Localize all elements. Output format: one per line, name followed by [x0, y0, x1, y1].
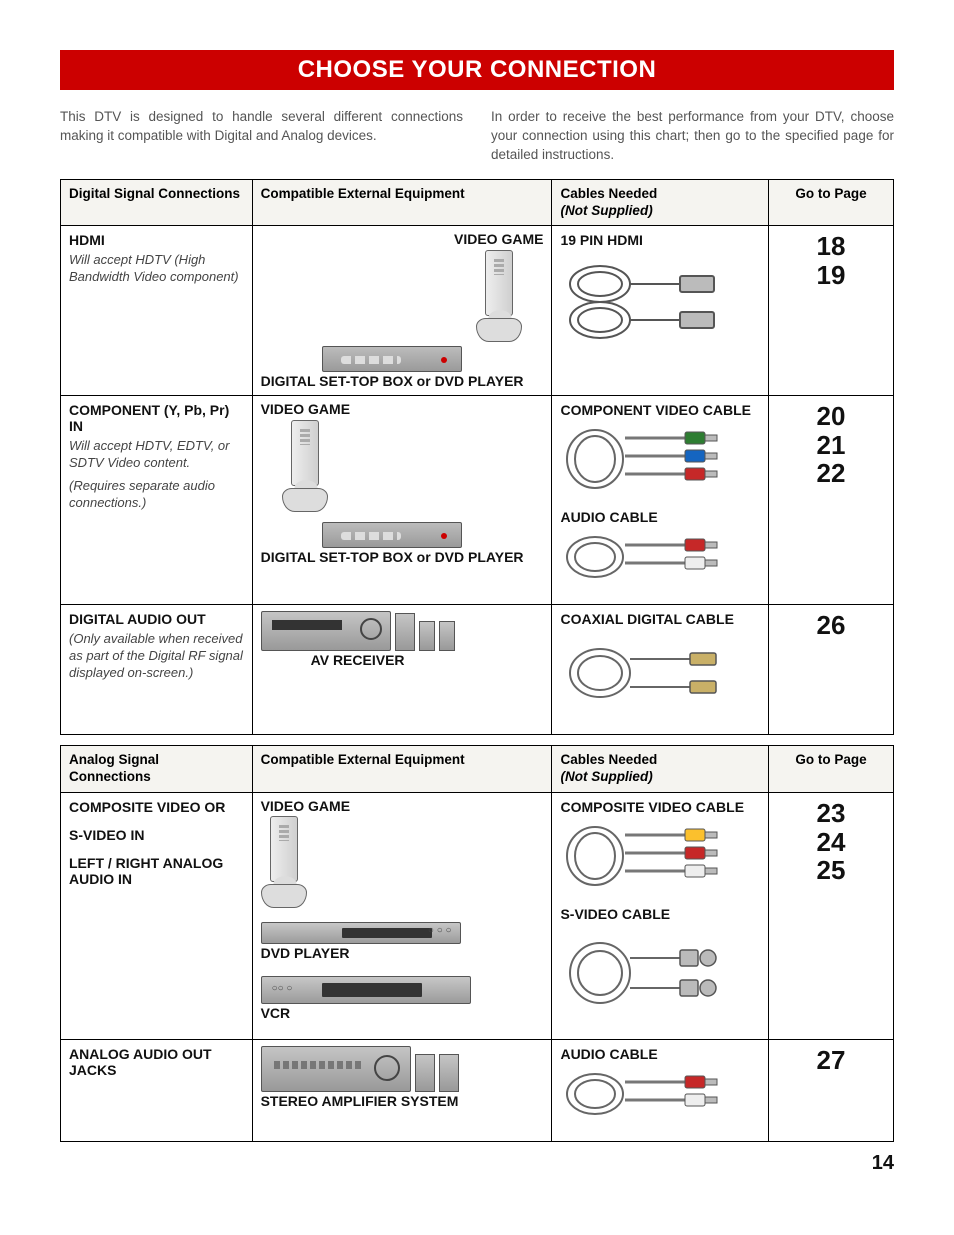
cable-cell: COMPONENT VIDEO CABLE AUDIO CABLE	[552, 396, 769, 605]
page-ref: 20	[777, 402, 885, 431]
cable-label: COMPOSITE VIDEO CABLE	[560, 799, 760, 815]
equip-cell: VIDEO GAME DVD PLAYER VCR	[252, 792, 552, 1039]
page-ref: 21	[777, 431, 885, 460]
equip-cell: VIDEO GAME DIGITAL SET-TOP BOX or DVD PLA…	[252, 226, 552, 396]
equip-label: VCR	[261, 1006, 291, 1021]
conn-desc: Will accept HDTV (High Bandwidth Video c…	[69, 252, 244, 286]
equip-label: VIDEO GAME	[454, 232, 543, 247]
digital-table: Digital Signal Connections Compatible Ex…	[60, 179, 894, 736]
table-row: DIGITAL AUDIO OUT (Only available when re…	[61, 605, 894, 735]
cable-label: 19 PIN HDMI	[560, 232, 760, 248]
hdr-goto: Go to Page	[769, 179, 894, 226]
equip-label: DVD PLAYER	[261, 946, 350, 961]
conn-title: ANALOG AUDIO OUT JACKS	[69, 1046, 244, 1078]
equip-label: STEREO AMPLIFIER SYSTEM	[261, 1094, 459, 1109]
conn-title: COMPONENT (Y, Pb, Pr) IN	[69, 402, 244, 434]
cable-illustration	[560, 633, 760, 718]
page-ref: 23	[777, 799, 885, 828]
hdr-goto-a: Go to Page	[769, 746, 894, 793]
cable-cell: COAXIAL DIGITAL CABLE	[552, 605, 769, 735]
conn-title: HDMI	[69, 232, 244, 248]
equipment-item: DIGITAL SET-TOP BOX or DVD PLAYER	[261, 346, 524, 389]
conn-cell: COMPONENT (Y, Pb, Pr) IN Will accept HDTV…	[61, 396, 253, 605]
cable-illustration	[560, 1068, 760, 1125]
conn-cell: HDMI Will accept HDTV (High Bandwidth Vid…	[61, 226, 253, 396]
page-title-band: CHOOSE YOUR CONNECTION	[60, 50, 894, 90]
cable-illustration	[560, 531, 760, 588]
page-ref: 18	[777, 232, 885, 261]
page-cell: 232425	[769, 792, 894, 1039]
equip-label: DIGITAL SET-TOP BOX or DVD PLAYER	[261, 550, 524, 565]
cable-illustration	[560, 928, 760, 1023]
cable-label: AUDIO CABLE	[560, 1046, 760, 1062]
hdr-equip: Compatible External Equipment	[252, 179, 552, 226]
equip-cell: VIDEO GAME DIGITAL SET-TOP BOX or DVD PLA…	[252, 396, 552, 605]
table-row: COMPOSITE VIDEO OR S-VIDEO IN LEFT / RIGHT…	[61, 792, 894, 1039]
cable-label: S-VIDEO CABLE	[560, 906, 760, 922]
conn-title: COMPOSITE VIDEO OR	[69, 799, 244, 815]
equipment-item: STEREO AMPLIFIER SYSTEM	[261, 1046, 459, 1109]
page-cell: 1819	[769, 226, 894, 396]
conn-desc: Will accept HDTV, EDTV, or SDTV Video co…	[69, 438, 244, 472]
equip-label: AV RECEIVER	[311, 653, 405, 668]
conn-cell: ANALOG AUDIO OUT JACKS	[61, 1039, 253, 1141]
intro-right: In order to receive the best performance…	[491, 108, 894, 165]
table-row: HDMI Will accept HDTV (High Bandwidth Vid…	[61, 226, 894, 396]
equipment-item: VCR	[261, 976, 471, 1021]
equipment-item: AV RECEIVER	[261, 611, 455, 668]
cable-cell: COMPOSITE VIDEO CABLE S-VIDEO CABLE	[552, 792, 769, 1039]
conn-title: DIGITAL AUDIO OUT	[69, 611, 244, 627]
conn-cell: COMPOSITE VIDEO OR S-VIDEO IN LEFT / RIGHT…	[61, 792, 253, 1039]
intro-row: This DTV is designed to handle several d…	[60, 108, 894, 165]
conn-title: LEFT / RIGHT ANALOG AUDIO IN	[69, 855, 244, 887]
cable-illustration	[560, 254, 760, 349]
footer-page-number: 14	[60, 1152, 894, 1175]
page-cell: 202122	[769, 396, 894, 605]
conn-desc: (Requires separate audio connections.)	[69, 478, 244, 512]
table-row: ANALOG AUDIO OUT JACKS STEREO AMPLIFIER …	[61, 1039, 894, 1141]
conn-title: S-VIDEO IN	[69, 827, 244, 843]
table-row: COMPONENT (Y, Pb, Pr) IN Will accept HDTV…	[61, 396, 894, 605]
page-ref: 25	[777, 856, 885, 885]
hdr-cables: Cables Needed(Not Supplied)	[552, 179, 769, 226]
conn-desc: (Only available when received as part of…	[69, 631, 244, 682]
page-ref: 26	[777, 611, 885, 640]
cable-cell: 19 PIN HDMI	[552, 226, 769, 396]
equipment-item: VIDEO GAME	[261, 799, 350, 908]
hdr-analog-conn: Analog Signal Connections	[61, 746, 253, 793]
hdr-digital-conn: Digital Signal Connections	[61, 179, 253, 226]
page-ref: 27	[777, 1046, 885, 1075]
page-title: CHOOSE YOUR CONNECTION	[298, 56, 657, 83]
hdr-cables-a: Cables Needed(Not Supplied)	[552, 746, 769, 793]
page-ref: 24	[777, 828, 885, 857]
page-cell: 26	[769, 605, 894, 735]
equipment-item: VIDEO GAME	[261, 402, 350, 511]
cable-illustration	[560, 424, 760, 499]
cable-illustration	[560, 821, 760, 896]
equip-cell: STEREO AMPLIFIER SYSTEM	[252, 1039, 552, 1141]
analog-header-row: Analog Signal Connections Compatible Ext…	[61, 746, 894, 793]
cable-cell: AUDIO CABLE	[552, 1039, 769, 1141]
equip-cell: AV RECEIVER	[252, 605, 552, 735]
equip-label: VIDEO GAME	[261, 799, 350, 814]
cable-label: COAXIAL DIGITAL CABLE	[560, 611, 760, 627]
digital-header-row: Digital Signal Connections Compatible Ex…	[61, 179, 894, 226]
intro-left: This DTV is designed to handle several d…	[60, 108, 463, 165]
equip-label: DIGITAL SET-TOP BOX or DVD PLAYER	[261, 374, 524, 389]
page-ref: 19	[777, 261, 885, 290]
page-ref: 22	[777, 459, 885, 488]
equipment-item: DVD PLAYER	[261, 922, 461, 961]
page-cell: 27	[769, 1039, 894, 1141]
analog-table: Analog Signal Connections Compatible Ext…	[60, 745, 894, 1142]
hdr-equip-a: Compatible External Equipment	[252, 746, 552, 793]
equipment-item: DIGITAL SET-TOP BOX or DVD PLAYER	[261, 522, 524, 565]
cable-label: AUDIO CABLE	[560, 509, 760, 525]
cable-label: COMPONENT VIDEO CABLE	[560, 402, 760, 418]
equip-label: VIDEO GAME	[261, 402, 350, 417]
conn-cell: DIGITAL AUDIO OUT (Only available when re…	[61, 605, 253, 735]
